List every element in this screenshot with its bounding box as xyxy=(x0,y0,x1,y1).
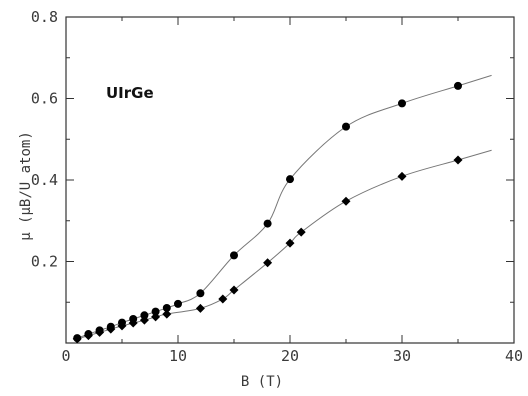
diamond-point xyxy=(72,334,82,344)
y-tick-label: 0.8 xyxy=(31,8,58,26)
x-axis-label: B (T) xyxy=(241,374,283,390)
fit-curve-1 xyxy=(77,74,492,339)
y-tick-label: 0.4 xyxy=(31,171,58,189)
x-tick-label: 20 xyxy=(281,347,299,365)
diamond-point xyxy=(128,318,138,328)
diamond-point xyxy=(218,294,228,304)
diamond-point xyxy=(263,258,273,268)
x-tick-label: 30 xyxy=(393,347,411,365)
y-tick-label: 0.6 xyxy=(31,90,58,108)
diamond-point xyxy=(106,324,116,334)
circle-point xyxy=(196,289,205,298)
y-axis-label: μ (μB/U atom) xyxy=(18,131,34,241)
diamond-point xyxy=(195,303,205,313)
diamond-point xyxy=(83,331,93,341)
circle-point xyxy=(174,299,182,308)
data-points xyxy=(72,81,463,344)
fit-curves xyxy=(77,74,492,340)
diamond-point xyxy=(151,312,161,322)
x-tick-label: 10 xyxy=(169,347,187,365)
diamond-point xyxy=(397,171,407,181)
diamond-point xyxy=(296,227,306,237)
diamond-point xyxy=(229,285,239,295)
diamond-point xyxy=(453,155,463,165)
circle-point xyxy=(263,219,272,228)
circle-point xyxy=(162,303,171,312)
fit-curve-2 xyxy=(77,149,492,340)
axis-ticks: 0 10 20 30 40 0.2 0.4 0.6 0.8 xyxy=(31,8,523,365)
circle-point xyxy=(140,311,149,320)
y-tick-label: 0.2 xyxy=(31,253,58,271)
circle-point xyxy=(286,175,294,184)
circle-point xyxy=(151,307,160,316)
diamond-point xyxy=(95,327,105,337)
diamond-point xyxy=(285,238,295,248)
circle-point xyxy=(230,251,238,260)
diamond-point xyxy=(139,315,149,325)
circle-point xyxy=(398,99,406,108)
sample-label: UIrGe xyxy=(106,84,154,102)
axis-labels: UIrGe B (T) μ (μB/U atom) xyxy=(18,84,283,390)
diamond-point xyxy=(162,309,172,319)
diamond-point xyxy=(117,321,127,331)
diamond-point xyxy=(341,196,351,206)
circle-point xyxy=(342,122,350,131)
x-tick-label: 0 xyxy=(61,347,70,365)
x-tick-label: 40 xyxy=(505,347,523,365)
circle-point xyxy=(454,81,462,90)
